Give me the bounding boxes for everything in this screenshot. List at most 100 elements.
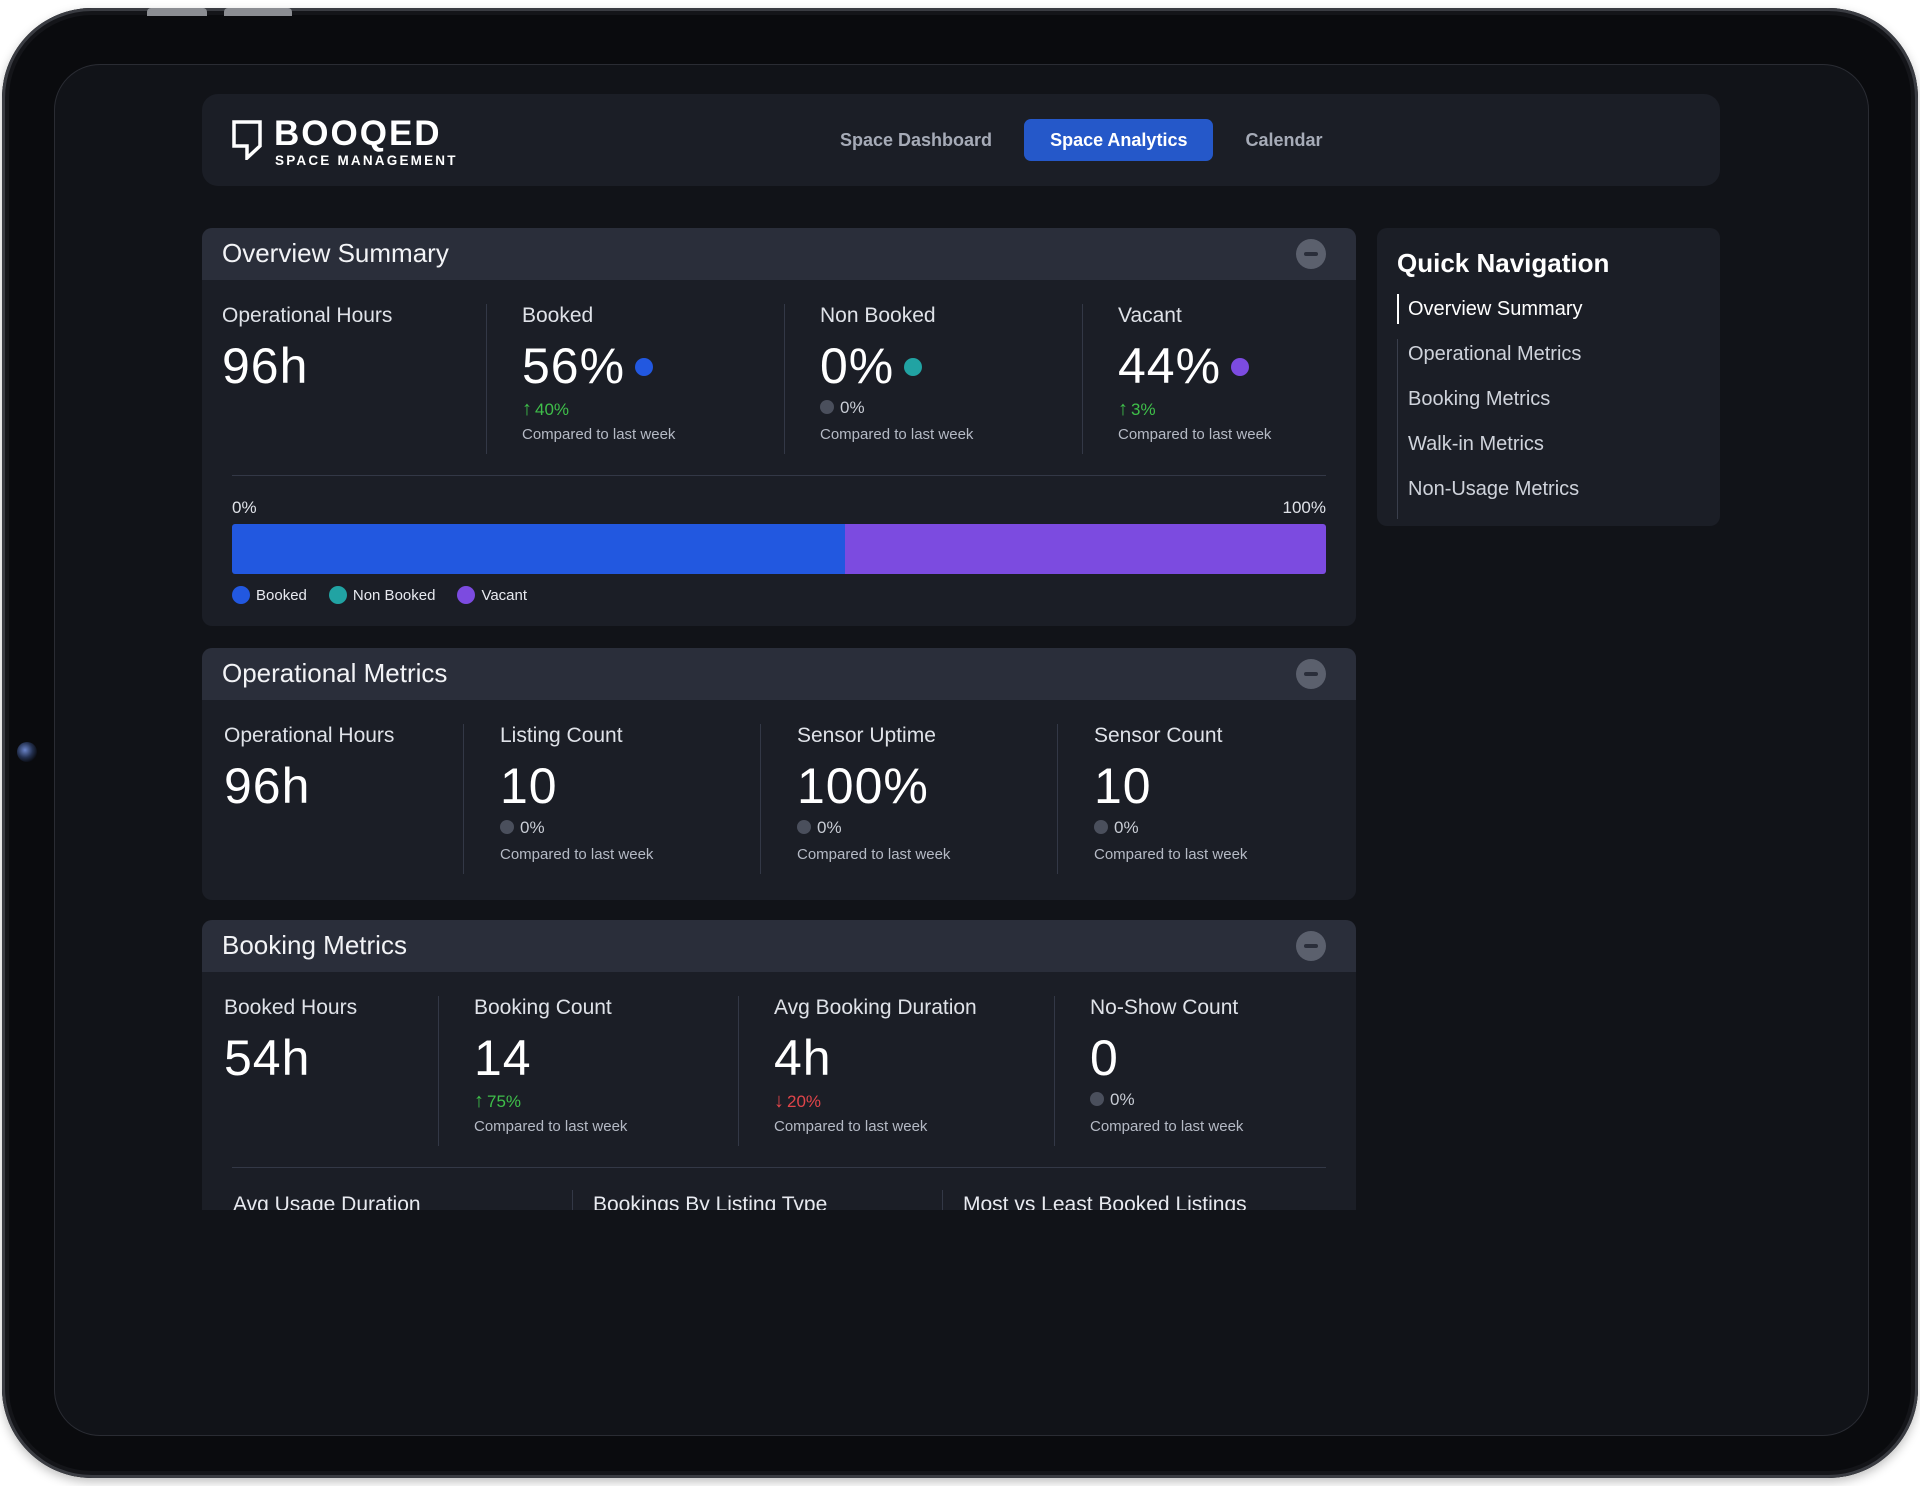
- metric-compare: Compared to last week: [774, 1118, 928, 1135]
- metric-label: No-Show Count: [1090, 996, 1239, 1019]
- arrow-down-icon: ↓: [774, 1090, 784, 1112]
- metric-change: 0%: [820, 398, 1078, 420]
- metric-compare: Compared to last week: [1094, 846, 1248, 863]
- tab-space-dashboard[interactable]: Space Dashboard: [840, 130, 993, 150]
- legend-label: Non Booked: [352, 586, 436, 604]
- change-value: 0%: [817, 818, 842, 837]
- neutral-dot-icon: [820, 400, 834, 415]
- divider: [232, 475, 1326, 476]
- change-value: 0%: [1114, 818, 1139, 837]
- legend-label: Vacant: [481, 586, 528, 604]
- collapse-icon[interactable]: [1296, 659, 1326, 689]
- collapse-icon[interactable]: [1296, 931, 1326, 961]
- overview-metrics: Operational Hours 96h Booked 56% ↑ 40% Co…: [202, 280, 1356, 454]
- booking-metrics-panel: Booking Metrics Booked Hours 54h Booking…: [202, 920, 1356, 1210]
- metric-label: Non Booked: [820, 304, 936, 327]
- metric-value: 10: [500, 758, 558, 814]
- metric-sensor-count: Sensor Count 10 0% Compared to last week: [1057, 724, 1356, 874]
- metric-label: Operational Hours: [222, 304, 393, 327]
- quick-nav-item-walk-in-metrics[interactable]: Walk-in Metrics: [1397, 429, 1582, 474]
- metric-no-show-count: No-Show Count 0 0% Compared to last week: [1054, 996, 1356, 1146]
- operational-metrics: Operational Hours 96h Listing Count 10 0…: [202, 700, 1356, 874]
- bar-max-label: 100%: [1282, 498, 1326, 517]
- panel-title: Booking Metrics: [222, 930, 407, 960]
- metric-label: Booked: [522, 304, 594, 327]
- panel-header: Operational Metrics: [202, 648, 1356, 700]
- overview-summary-panel: Overview Summary Operational Hours 96h B…: [202, 228, 1356, 626]
- bar-segment-vacant[interactable]: [844, 524, 1326, 574]
- metric-booked-hours: Booked Hours 54h: [224, 996, 434, 1146]
- metric-compare: Compared to last week: [1090, 1118, 1244, 1135]
- subsection-bookings-by-listing-type[interactable]: Bookings By Listing Type: [593, 1193, 828, 1210]
- app-screen: BOOQED SPACE MANAGEMENT Space Dashboard …: [54, 64, 1869, 1436]
- quick-navigation: Quick Navigation Overview Summary Operat…: [1377, 228, 1720, 526]
- metric-compare: Compared to last week: [500, 846, 654, 863]
- metric-booked: Booked 56% ↑ 40% Compared to last week: [486, 304, 780, 454]
- metric-operational-hours: Operational Hours 96h: [222, 304, 482, 454]
- metric-label: Listing Count: [500, 724, 623, 747]
- neutral-dot-icon: [500, 820, 514, 835]
- divider: [942, 1190, 943, 1210]
- bar-segment-booked[interactable]: [232, 524, 845, 574]
- metric-booking-count: Booking Count 14 ↑ 75% Compared to last w…: [438, 996, 738, 1146]
- divider: [232, 1167, 1326, 1168]
- metric-label: Sensor Uptime: [797, 724, 936, 747]
- legend-label: Booked: [256, 586, 307, 604]
- panel-header: Overview Summary: [202, 228, 1356, 280]
- collapse-icon[interactable]: [1296, 239, 1326, 269]
- legend-item-non-booked: Non Booked: [328, 586, 436, 604]
- metric-value: 56%: [522, 338, 626, 394]
- neutral-dot-icon: [797, 820, 811, 835]
- bar-scale: 0% 100%: [232, 498, 1326, 518]
- metric-compare: Compared to last week: [820, 426, 974, 443]
- vacant-dot-icon: [457, 586, 476, 604]
- volume-button: [147, 8, 207, 16]
- arrow-up-icon: ↑: [1118, 398, 1128, 420]
- quick-nav-item-booking-metrics[interactable]: Booking Metrics: [1397, 384, 1582, 429]
- brand-name: BOOQED: [274, 114, 442, 153]
- bar-legend: Booked Non Booked Vacant: [232, 586, 527, 604]
- metric-value: 96h: [222, 338, 309, 394]
- change-value: 3%: [1131, 400, 1156, 419]
- metric-compare: Compared to last week: [797, 846, 951, 863]
- metric-non-booked: Non Booked 0% 0% Compared to last week: [784, 304, 1078, 454]
- quick-nav-item-non-usage-metrics[interactable]: Non-Usage Metrics: [1397, 474, 1582, 519]
- quick-nav-title: Quick Navigation: [1397, 248, 1610, 278]
- metric-value-row: 56%: [522, 338, 780, 394]
- quick-nav-item-overview-summary[interactable]: Overview Summary: [1397, 294, 1582, 339]
- tab-calendar[interactable]: Calendar: [1245, 130, 1323, 150]
- metric-value-row: 0%: [820, 338, 1078, 394]
- volume-button: [224, 8, 292, 16]
- metric-label: Booking Count: [474, 996, 612, 1019]
- metric-sensor-uptime: Sensor Uptime 100% 0% Compared to last w…: [760, 724, 1058, 874]
- metric-label: Avg Booking Duration: [774, 996, 977, 1019]
- change-value: 0%: [1110, 1090, 1135, 1109]
- metric-listing-count: Listing Count 10 0% Compared to last wee…: [463, 724, 761, 874]
- booked-dot-icon: [232, 586, 250, 604]
- metric-value: 10: [1094, 758, 1152, 814]
- panel-header: Booking Metrics: [202, 920, 1356, 972]
- vacant-dot-icon: [1231, 357, 1250, 376]
- operational-metrics-panel: Operational Metrics Operational Hours 96…: [202, 648, 1356, 900]
- booking-metrics: Booked Hours 54h Booking Count 14 ↑ 75% C…: [202, 972, 1356, 1146]
- metric-change: 0%: [1094, 818, 1356, 840]
- non-booked-dot-icon: [904, 357, 923, 376]
- non-booked-dot-icon: [328, 586, 347, 604]
- tab-space-analytics[interactable]: Space Analytics: [1024, 119, 1214, 161]
- metric-value: 96h: [224, 758, 311, 814]
- metric-compare: Compared to last week: [474, 1118, 628, 1135]
- subsection-most-vs-least-booked[interactable]: Most vs Least Booked Listings: [963, 1193, 1247, 1210]
- panel-title: Overview Summary: [222, 238, 449, 268]
- change-value: 40%: [535, 400, 570, 419]
- metric-value: 100%: [797, 758, 929, 814]
- quick-nav-item-operational-metrics[interactable]: Operational Metrics: [1397, 339, 1582, 384]
- arrow-up-icon: ↑: [474, 1090, 484, 1112]
- metric-operational-hours: Operational Hours 96h: [224, 724, 460, 874]
- subsection-avg-usage-duration[interactable]: Avg Usage Duration: [233, 1193, 421, 1210]
- booqed-logo-icon: [232, 120, 262, 160]
- metric-value: 4h: [774, 1030, 832, 1086]
- arrow-up-icon: ↑: [522, 398, 532, 420]
- main-nav: Space Dashboard Space Analytics Calendar: [814, 119, 1349, 161]
- metric-value-row: 44%: [1118, 338, 1356, 394]
- divider: [572, 1190, 573, 1210]
